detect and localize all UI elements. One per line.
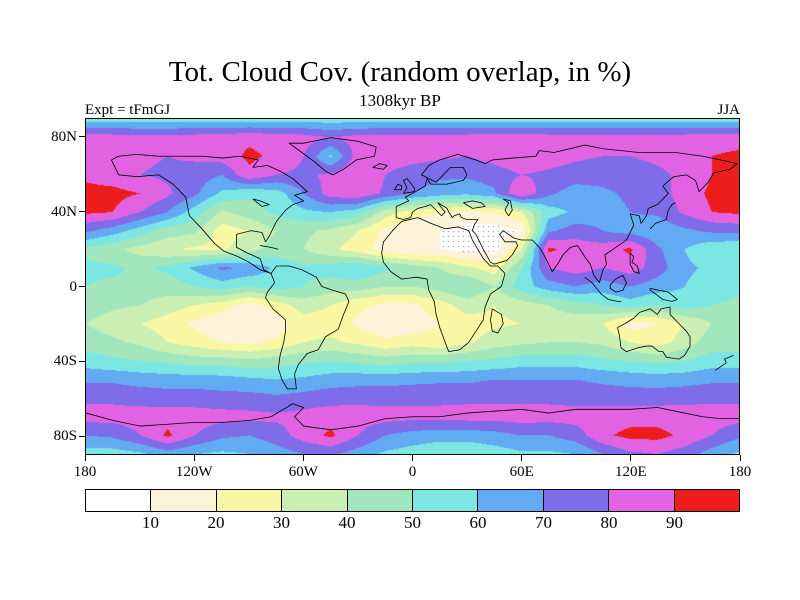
coastline-philippines <box>630 253 639 273</box>
season-label: JJA <box>717 102 740 118</box>
coastline-black-sea <box>463 201 485 208</box>
colorbar-segment-3 <box>215 490 282 511</box>
coastline-ireland <box>394 184 401 190</box>
cloud-cover-heatmap <box>86 119 739 454</box>
coastline-britain <box>403 179 414 194</box>
lon-tick-label: 180 <box>728 464 752 480</box>
coastline-south-america <box>266 266 349 389</box>
coastline-cuba <box>260 246 278 250</box>
lat-tick-label: 0 <box>69 278 78 295</box>
colorbar-segment-6 <box>412 490 478 511</box>
coastline-great-lakes <box>253 199 269 206</box>
lon-tick-label: 180 <box>73 464 97 480</box>
lat-tick <box>79 360 85 362</box>
colorbar-tick-label: 30 <box>273 513 290 532</box>
colorbar-tick-label: 80 <box>600 513 618 532</box>
coastline-iceland <box>373 164 388 170</box>
coastline-japan <box>650 203 675 229</box>
colorbar-labels: 10 20 30 40 50 60 70 80 90 <box>85 513 740 535</box>
colorbar-tick-label: 10 <box>142 513 159 532</box>
experiment-label: Expt = tFmGJ <box>85 102 171 118</box>
figure-subtitle: 1308kyr BP <box>359 91 441 110</box>
colorbar-tick-label: 20 <box>207 513 225 532</box>
lat-tick-label: 80S <box>53 428 77 445</box>
lon-tick <box>302 455 304 461</box>
coastline-new-zealand <box>715 355 733 370</box>
colorbar-tick-label: 60 <box>469 513 487 532</box>
lon-tick <box>84 455 86 461</box>
coastline-caspian-sea <box>503 199 512 216</box>
lon-tick <box>739 455 741 461</box>
lat-tick <box>79 136 85 138</box>
colorbar <box>85 489 740 512</box>
coastline-eurasia <box>396 145 737 283</box>
lon-tick <box>412 455 413 461</box>
lon-tick-label: 60E <box>509 464 534 480</box>
coastline-sumatra-java <box>585 277 621 301</box>
colorbar-segment-2 <box>150 490 216 511</box>
lat-tick <box>79 211 85 213</box>
colorbar-segment-8 <box>542 490 609 511</box>
colorbar-segment-5 <box>346 490 413 511</box>
coastline-borneo <box>610 275 626 292</box>
colorbar-tick-label: 70 <box>535 513 552 532</box>
map-panel <box>85 118 740 455</box>
coastline-greenland <box>289 138 376 175</box>
colorbar-tick-label: 40 <box>338 513 356 532</box>
coastline-antarctica <box>86 404 739 430</box>
coastline-madagascar <box>490 309 503 333</box>
lat-tick-label: 40S <box>53 353 77 370</box>
colorbar-segment-7 <box>477 490 543 511</box>
coastline-new-guinea <box>650 288 677 301</box>
page-title: Tot. Cloud Cov. (random overlap, in %) <box>168 56 632 88</box>
coastline-australia <box>617 307 690 359</box>
lon-tick <box>521 455 523 461</box>
lat-tick-label: 40N <box>51 203 77 220</box>
lat-tick <box>79 435 85 437</box>
colorbar-segment-10 <box>673 490 740 511</box>
coastline-africa <box>382 218 505 352</box>
lon-tick <box>193 455 195 461</box>
lon-tick-label: 120E <box>614 464 647 480</box>
colorbar-tick-label: 50 <box>404 513 421 532</box>
colorbar-segment-9 <box>608 490 674 511</box>
coastlines-overlay <box>86 119 739 454</box>
lat-tick <box>79 286 85 287</box>
lon-tick-label: 60W <box>288 464 318 480</box>
colorbar-segment-1 <box>86 490 151 511</box>
lat-tick-label: 80N <box>51 128 77 145</box>
coastline-north-america <box>111 154 307 273</box>
lon-tick-label: 120W <box>175 464 213 480</box>
colorbar-tick-label: 90 <box>666 513 683 532</box>
lon-tick-label: 0 <box>408 464 417 480</box>
colorbar-segment-4 <box>281 490 347 511</box>
lon-tick <box>630 455 632 461</box>
